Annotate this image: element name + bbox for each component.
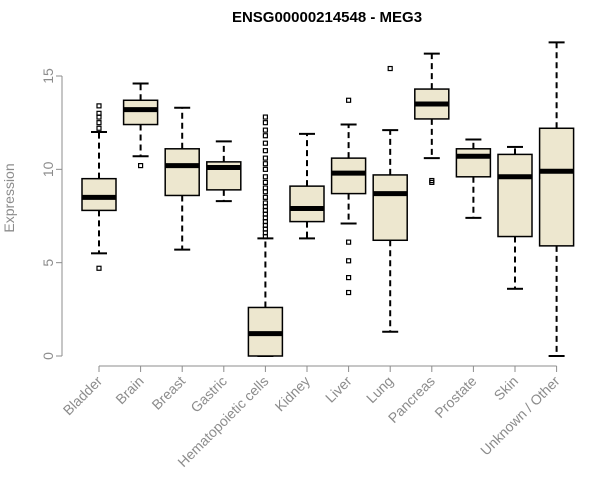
y-axis: 0 5 10 15 bbox=[40, 68, 63, 360]
x-tick-label: Bladder bbox=[60, 373, 106, 419]
outlier-point bbox=[346, 258, 352, 264]
box-group-brain bbox=[122, 82, 159, 169]
y-tick-label: 5 bbox=[40, 259, 56, 267]
box-group-prostate bbox=[455, 138, 492, 219]
y-tick-label: 15 bbox=[40, 68, 56, 84]
y-tick-label: 0 bbox=[40, 352, 56, 360]
x-tick-label: Unknown / Other bbox=[477, 373, 563, 459]
outlier-point bbox=[96, 125, 102, 131]
x-tick-label: Breast bbox=[148, 373, 188, 413]
chart-title: ENSG00000214548 - MEG3 bbox=[232, 9, 422, 26]
box-group-gastric bbox=[206, 140, 242, 203]
y-axis-label: Expression bbox=[1, 163, 17, 232]
outlier-point bbox=[96, 265, 102, 271]
outlier-point bbox=[262, 120, 268, 126]
outlier-point bbox=[138, 163, 144, 169]
x-tick-label: Kidney bbox=[272, 373, 314, 415]
box-group-unknown-other bbox=[538, 41, 575, 357]
box-iqr bbox=[538, 127, 575, 247]
outlier-point bbox=[262, 174, 268, 180]
box-group-breast bbox=[164, 106, 200, 251]
outlier-point bbox=[262, 185, 268, 191]
outlier-point bbox=[262, 114, 268, 120]
x-tick-label: Liver bbox=[322, 373, 355, 406]
box-series bbox=[81, 41, 575, 357]
box-group-pancreas bbox=[414, 52, 450, 185]
box-group-lung bbox=[372, 65, 408, 333]
box-iqr bbox=[164, 148, 200, 197]
outlier-point bbox=[262, 140, 268, 146]
outlier-point bbox=[262, 155, 268, 161]
box-group-kidney bbox=[289, 132, 325, 240]
outlier-point bbox=[262, 161, 268, 167]
box-iqr bbox=[289, 185, 325, 223]
outlier-point bbox=[96, 120, 102, 126]
box-iqr bbox=[497, 153, 533, 238]
outlier-point bbox=[387, 65, 393, 72]
box-group-bladder bbox=[81, 103, 117, 271]
outlier-point bbox=[346, 289, 352, 296]
box-iqr bbox=[81, 177, 117, 212]
outlier-point bbox=[346, 97, 352, 103]
outlier-point bbox=[429, 177, 435, 184]
outlier-point bbox=[262, 200, 268, 206]
box-iqr bbox=[372, 174, 408, 242]
x-tick-label: Prostate bbox=[431, 373, 479, 421]
outlier-point bbox=[262, 127, 268, 133]
outlier-point bbox=[262, 194, 268, 200]
box-group-hematopoietic-cells bbox=[247, 114, 284, 357]
x-tick-label: Brain bbox=[112, 373, 146, 407]
outlier-point bbox=[96, 110, 102, 116]
box-group-liver bbox=[330, 97, 367, 296]
outlier-point bbox=[262, 166, 268, 172]
x-tick-label: Skin bbox=[491, 373, 522, 404]
outlier-point bbox=[262, 133, 268, 139]
outlier-point bbox=[346, 239, 352, 245]
y-tick-label: 10 bbox=[40, 161, 56, 177]
outlier-point bbox=[262, 179, 268, 185]
outlier-point bbox=[346, 275, 352, 281]
outlier-point bbox=[96, 103, 102, 109]
x-tick-label: Lung bbox=[363, 373, 396, 406]
outlier-point bbox=[262, 148, 268, 154]
box-iqr bbox=[330, 157, 367, 195]
box-iqr bbox=[122, 99, 159, 126]
box-group-skin bbox=[497, 145, 533, 290]
box-iqr bbox=[455, 148, 492, 178]
